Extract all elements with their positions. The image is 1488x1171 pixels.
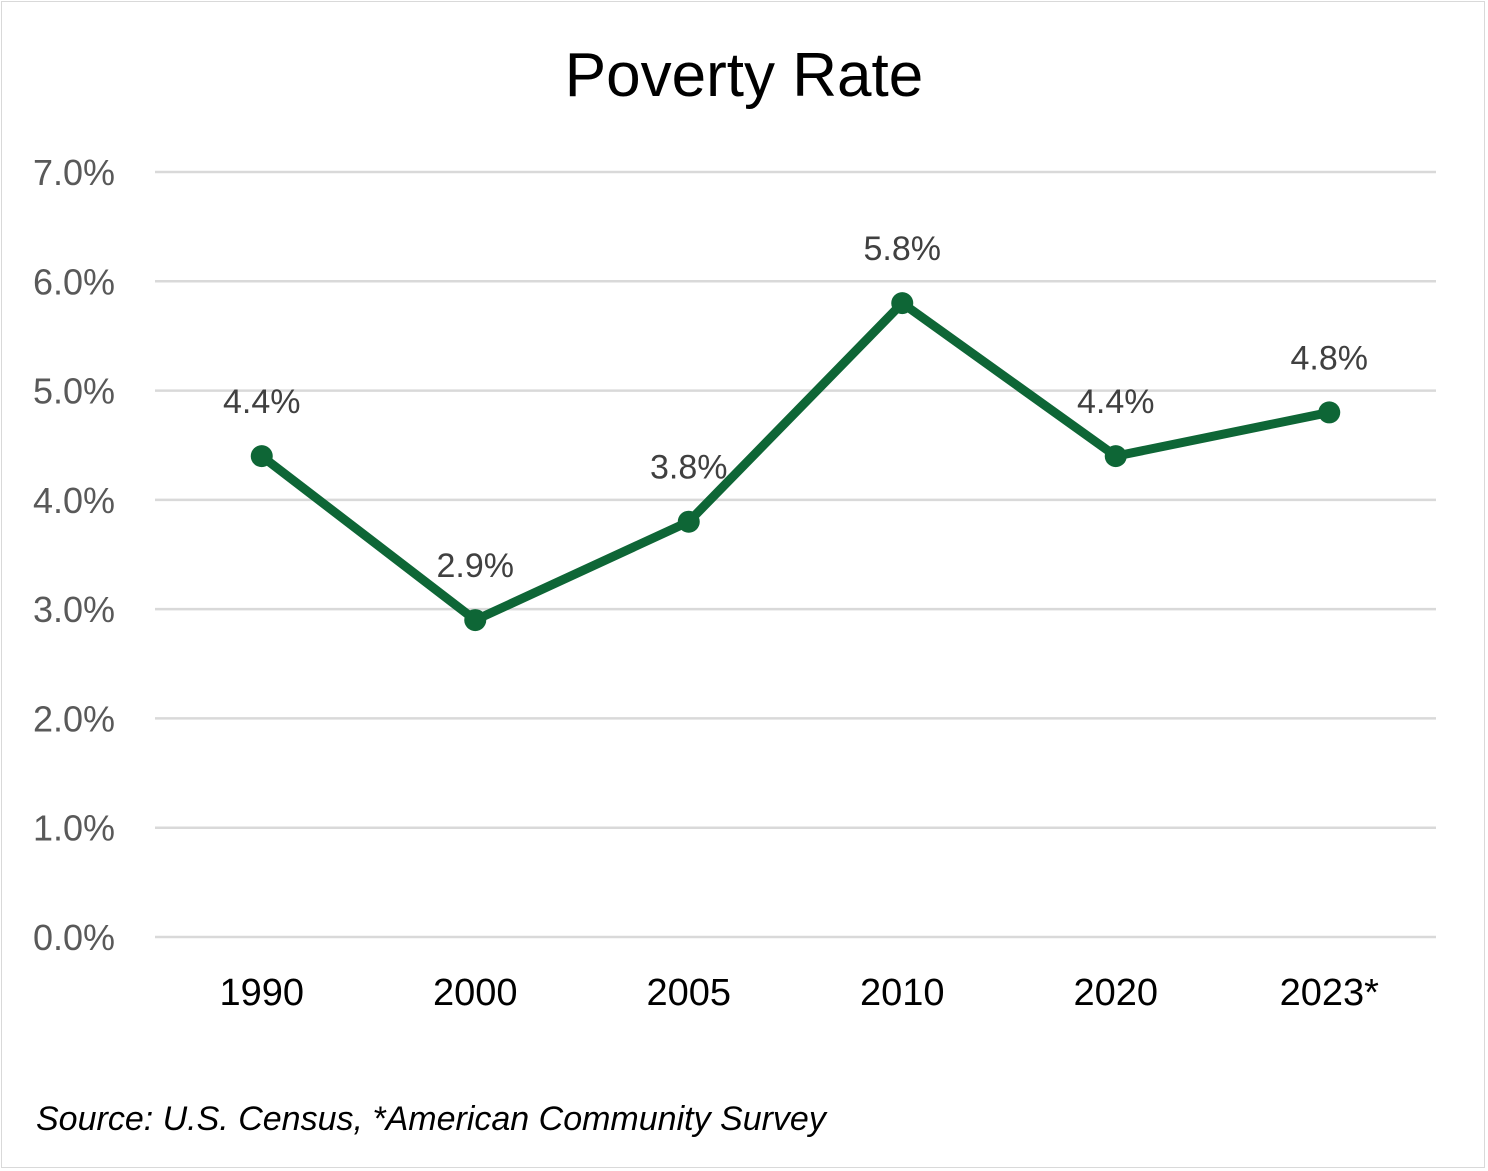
y-tick-label: 1.0% — [33, 808, 115, 849]
x-tick-label: 2020 — [1073, 972, 1158, 1014]
data-point — [1104, 445, 1127, 468]
series-line — [259, 298, 1331, 625]
x-tick-label: 2000 — [433, 972, 518, 1014]
y-tick-label: 2.0% — [33, 698, 115, 739]
data-label: 2.9% — [437, 547, 515, 585]
data-label: 4.8% — [1291, 339, 1369, 377]
y-tick-label: 0.0% — [33, 917, 115, 958]
x-tick-label: 2010 — [860, 972, 945, 1014]
chart-title: Poverty Rate — [564, 41, 924, 110]
source-note: Source: U.S. Census, *American Community… — [36, 1100, 826, 1138]
y-tick-label: 6.0% — [33, 261, 115, 302]
data-point — [464, 609, 487, 632]
data-label: 4.4% — [223, 383, 301, 421]
data-point — [250, 445, 273, 468]
data-point — [891, 292, 914, 315]
data-label: 5.8% — [864, 230, 942, 268]
data-point — [1318, 401, 1341, 424]
data-point — [677, 510, 700, 533]
y-tick-label: 3.0% — [33, 589, 115, 630]
y-tick-label: 5.0% — [33, 371, 115, 412]
y-tick-label: 4.0% — [33, 480, 115, 521]
x-tick-label: 1990 — [219, 972, 304, 1014]
x-tick-label: 2023* — [1280, 972, 1380, 1014]
data-label: 3.8% — [650, 449, 728, 487]
y-tick-label: 7.0% — [33, 152, 115, 193]
x-tick-label: 2005 — [646, 972, 731, 1014]
data-label: 4.4% — [1077, 383, 1155, 421]
